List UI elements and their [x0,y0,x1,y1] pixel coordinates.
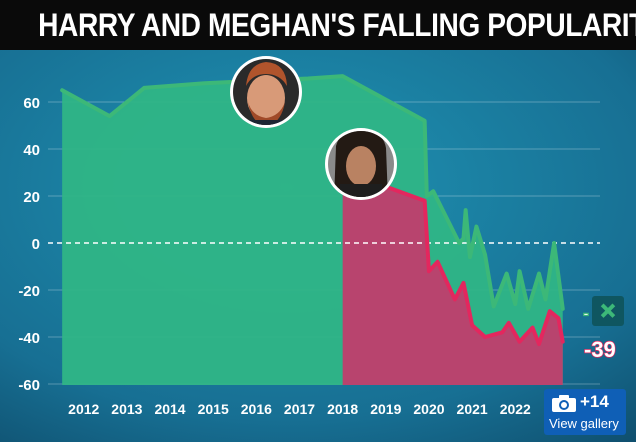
y-tick-labels: 60 40 20 0 -20 -40 -60 [18,95,40,394]
meghan-area [342,179,563,385]
gallery-label: View gallery [549,416,619,431]
svg-text:-: - [583,303,589,323]
harry-end-marker: ✕ - [582,296,624,326]
y-tick-label: 60 [23,95,40,112]
chart-title: HARRY AND MEGHAN'S FALLING POPULARITY [38,0,636,50]
y-tick-label: 40 [23,142,40,159]
x-tick-label: 2015 [198,401,229,417]
y-tick-label: -60 [18,377,40,394]
x-tick-label: 2012 [68,401,99,417]
x-tick-label: 2021 [457,401,488,417]
camera-icon [552,395,576,412]
view-gallery-button[interactable]: +14 View gallery [544,389,626,435]
harry-portrait [230,56,302,128]
x-tick-label: 2019 [370,401,401,417]
series-fills [62,76,563,386]
y-tick-label: -40 [18,330,40,347]
gallery-count: +14 [580,392,609,411]
x-tick-label: 2017 [284,401,315,417]
y-tick-label: 20 [23,189,40,206]
x-tick-label: 2022 [500,401,531,417]
x-tick-labels: 2012 2013 2014 2015 2016 2017 2018 2019 2020 2021… [68,401,531,417]
y-tick-label: -20 [18,283,40,300]
y-tick-label: 0 [32,236,40,253]
x-tick-label: 2020 [413,401,444,417]
x-tick-label: 2018 [327,401,358,417]
x-tick-label: 2013 [111,401,142,417]
svg-text:✕: ✕ [600,301,617,323]
meghan-series-line [340,177,565,347]
meghan-portrait [325,128,397,200]
x-tick-label: 2016 [241,401,272,417]
x-tick-label: 2014 [154,401,185,417]
meghan-end-label: -39 [584,337,616,362]
